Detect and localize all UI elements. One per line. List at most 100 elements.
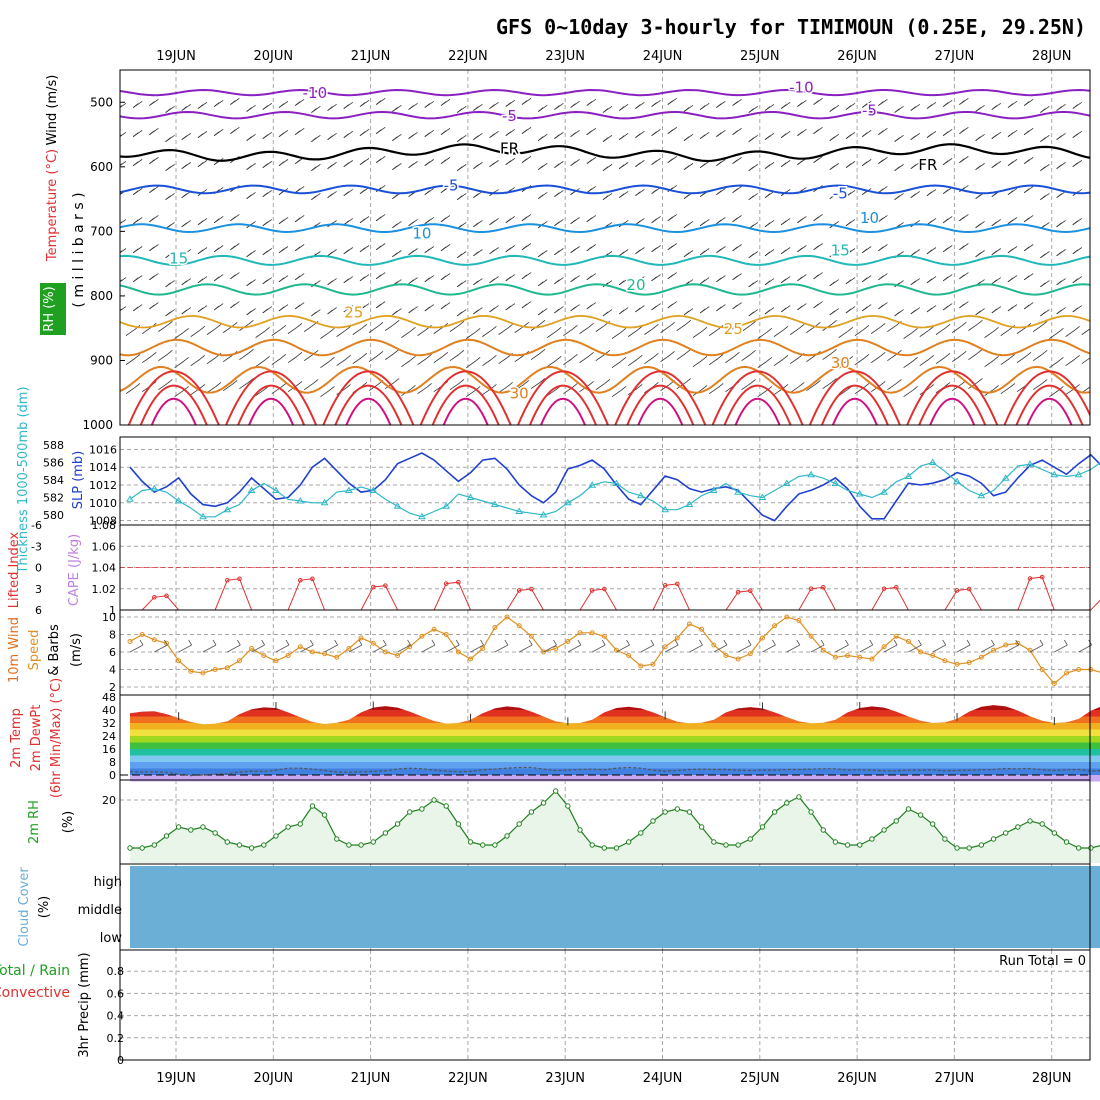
rh-marker [942,836,948,842]
wind-unit-label: (m/s) [69,633,84,667]
upper-wind-barb-flag [716,132,722,137]
contour-label: 10 [860,209,879,227]
temp-color-band [130,716,1100,723]
upper-wind-barb [935,327,946,335]
upper-wind-barb-flag [813,245,819,251]
upper-wind-barb-flag [408,279,414,285]
upper-wind-barb [935,357,946,365]
wind10m-barb [932,644,946,653]
upper-wind-barb-flag [392,136,398,141]
upper-wind-barb-flag [991,250,998,256]
surface-isotherm-arch [918,384,987,425]
thickness-marker [126,495,134,502]
upper-wind-barb-flag [863,354,870,359]
upper-wind-barb-flag [1007,103,1014,108]
upper-wind-barb-flag [991,221,998,227]
wind-speed-marker [954,661,960,667]
upper-wind-barb-flag [554,221,560,227]
rh-marker [711,839,717,845]
upper-wind-barb-flag [359,276,366,282]
upper-wind-barb-flag [473,164,479,169]
upper-wind-barb-flag [1056,193,1062,199]
rh-shade-core [845,599,895,631]
upper-wind-barb-flag [345,355,351,360]
wind-tick-label: 2 [109,681,116,694]
wind10m-barb-flag [1039,639,1044,646]
contour-label: -5 [444,177,459,195]
upper-wind-barb-flag [878,101,884,106]
upper-wind-barb-flag [878,275,884,281]
slp-axis-label: SLP (mb) [71,451,86,510]
wind-speed-marker [346,646,352,651]
upper-wind-barb-flag [813,129,819,134]
wind10m-axis-label: 10m Wind [7,617,22,683]
wind10m-barb-flag [723,639,728,646]
rh-marker [285,824,291,830]
upper-wind-barb [546,360,557,368]
temp-color-band [130,755,1100,762]
rh-marker [1039,821,1045,827]
contour-label: -5 [502,107,517,125]
upper-wind-barb-flag [942,131,949,136]
upper-wind-barb-flag [505,276,512,282]
wind10m-barb-flag [577,639,582,646]
upper-wind-barb-flag [912,357,918,362]
upper-wind-barb-flag [813,100,819,105]
upper-wind-barb-flag [197,307,204,313]
upper-wind-barb-flag [572,383,578,388]
upper-wind-barb-flag [489,249,495,255]
upper-wind-barb-flag [262,105,269,110]
upper-wind-barb-flag [375,158,382,163]
cloud-level-label: middle [78,903,122,918]
upper-wind-barb [255,360,265,368]
upper-wind-barb-flag [199,355,206,360]
upper-wind-barb-flag [505,247,512,253]
thickness-marker [636,491,645,499]
upper-wind-barb-flag [329,386,335,391]
surface-isotherm-arch [1015,384,1084,425]
upper-wind-barb-flag [685,320,692,325]
upper-wind-barb [1016,356,1027,364]
upper-wind-barb [741,354,751,362]
wind10m-barb-flag [1064,639,1068,646]
upper-wind-barb-flag [489,220,495,226]
temp-color-band [130,710,1100,717]
upper-wind-barb-flag [505,131,512,136]
rh-marker [188,827,194,833]
upper-wind-barb-flag [345,326,351,331]
cloud-level-label: high [94,875,122,890]
lifted-marker [297,577,303,583]
upper-wind-barb-flag [683,165,690,170]
thickness-marker [612,479,621,486]
wind-speed-marker [638,663,644,669]
upper-wind-barb-flag [537,252,544,258]
upper-wind-barb-flag [716,277,722,283]
upper-wind-barb-flag [879,323,886,328]
upper-wind-barb-flag [440,188,447,194]
wind10m-barb [859,644,873,653]
upper-wind-barb-flag [278,103,285,108]
lifted-tick-label: 0 [35,562,42,575]
lifted-marker [954,588,960,593]
rh-marker [905,806,912,812]
wind-speed-marker [918,649,924,655]
upper-wind-barb-flag [829,194,836,200]
upper-wind-barb [498,357,508,365]
upper-wind-barb [417,387,427,395]
upper-wind-barb-flag [120,250,123,253]
thickness-marker [782,479,791,486]
rh-marker [577,827,583,833]
wind10m-barb-flag [601,639,606,646]
contour-label: 30 [831,354,850,372]
temp2m-axis-label: 2m Temp [9,708,24,768]
upper-wind-barb-flag [717,354,724,359]
upper-wind-barb-flag [555,356,562,361]
upper-wind-barb-flag [716,219,722,225]
upper-wind-barb-flag [683,223,690,229]
upper-wind-barb-flag [246,107,252,112]
wind10m-barb [713,644,727,653]
wind10m-barb [762,644,776,653]
wind-speed-marker [504,614,510,620]
upper-wind-barb-flag [912,386,918,391]
panel-frame-upper [119,69,1091,426]
